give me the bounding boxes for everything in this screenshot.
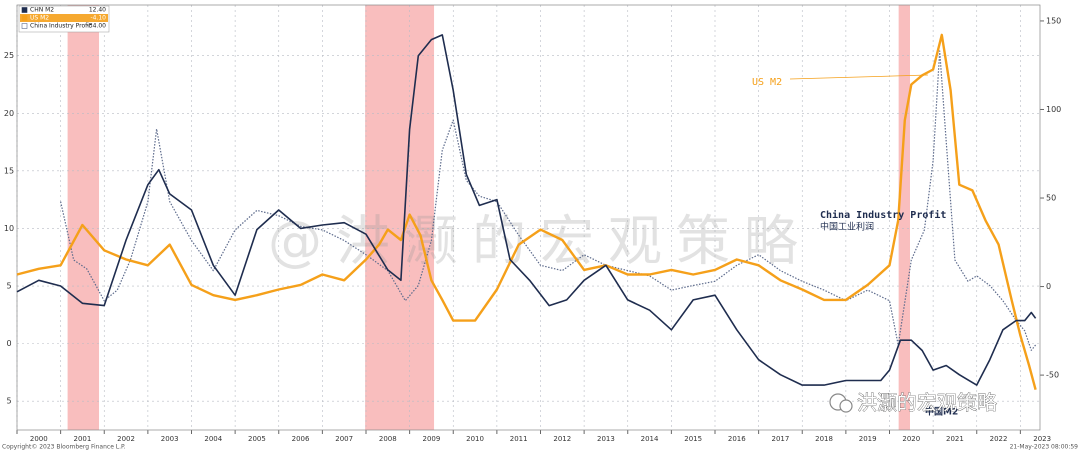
shaded-period [67, 5, 100, 430]
y-tick-label: 5 [6, 397, 11, 406]
x-tick-label: 2005 [248, 435, 266, 443]
y2-tick-label: 0 [1046, 282, 1051, 291]
brand-text: 洪灏的宏观策略 [857, 391, 997, 415]
x-tick-label: 2021 [946, 435, 964, 443]
x-tick-label: 2007 [335, 435, 353, 443]
x-tick-label: 2020 [902, 435, 920, 443]
timestamp: 21-May-2023 08:00:59 [1010, 444, 1079, 451]
series-line [16, 33, 1037, 391]
y-tick-label: 15 [4, 166, 14, 175]
x-tick-label: 2002 [117, 435, 135, 443]
y-tick-label: 0 [6, 339, 11, 348]
x-tick-label: 2004 [204, 435, 222, 443]
x-tick-label: 2013 [597, 435, 615, 443]
x-tick-label: 2000 [30, 435, 48, 443]
x-tick-label: 2019 [859, 435, 877, 443]
annotation-leader [789, 74, 929, 80]
shaded-period [365, 5, 435, 430]
x-tick-label: 2012 [553, 435, 571, 443]
brand-icon [839, 399, 853, 413]
annotation: US M2 [752, 77, 782, 88]
x-tick-label: 2003 [161, 435, 179, 443]
x-tick-label: 2017 [772, 435, 790, 443]
legend-label: US M2 [30, 15, 49, 22]
legend-swatch [21, 23, 28, 29]
x-tick-label: 2006 [292, 435, 310, 443]
x-tick-label: 2022 [990, 435, 1008, 443]
y-tick-label: 25 [4, 51, 14, 60]
y2-tick-label: 50 [1046, 194, 1056, 203]
annotation: China Industry Profit [820, 209, 946, 221]
legend-swatch [21, 7, 28, 13]
series-line [60, 50, 1037, 351]
shaded-period [898, 5, 910, 430]
x-tick-label: 2010 [466, 435, 484, 443]
legend-highlight [20, 14, 108, 22]
legend-swatch [21, 15, 28, 21]
legend-value: -4.10 [90, 15, 106, 22]
legend-value: -34.00 [87, 23, 107, 30]
legend-value: 12.40 [89, 7, 106, 14]
x-tick-label: 2015 [684, 435, 702, 443]
y2-tick-label: 100 [1046, 105, 1061, 114]
plot-frame [16, 4, 1041, 431]
legend-label: China Industry Profit [30, 23, 92, 30]
y2-tick-label: -50 [1046, 371, 1059, 380]
x-tick-label: 2001 [74, 435, 92, 443]
x-tick-label: 2016 [728, 435, 746, 443]
x-tick-label: 2009 [423, 435, 441, 443]
x-tick-label: 2014 [641, 435, 659, 443]
y2-tick-label: 150 [1046, 16, 1061, 25]
x-tick-label: 2018 [815, 435, 833, 443]
watermark: @洪灏的宏观策略 [268, 210, 812, 273]
y-tick-label: 10 [4, 224, 14, 233]
copyright: Copyright© 2023 Bloomberg Finance L.P. [2, 444, 126, 451]
y-tick-label: 5 [6, 282, 11, 291]
x-tick-label: 2008 [379, 435, 397, 443]
legend-label: CHN M2 [30, 7, 54, 14]
x-tick-label: 2011 [510, 435, 528, 443]
series-line [16, 34, 1037, 386]
x-tick-label: 2023 [1033, 435, 1051, 443]
annotation: 中国工业利润 [820, 221, 874, 233]
annotation: 中国M2 [925, 406, 958, 418]
y-tick-label: 20 [4, 109, 14, 118]
